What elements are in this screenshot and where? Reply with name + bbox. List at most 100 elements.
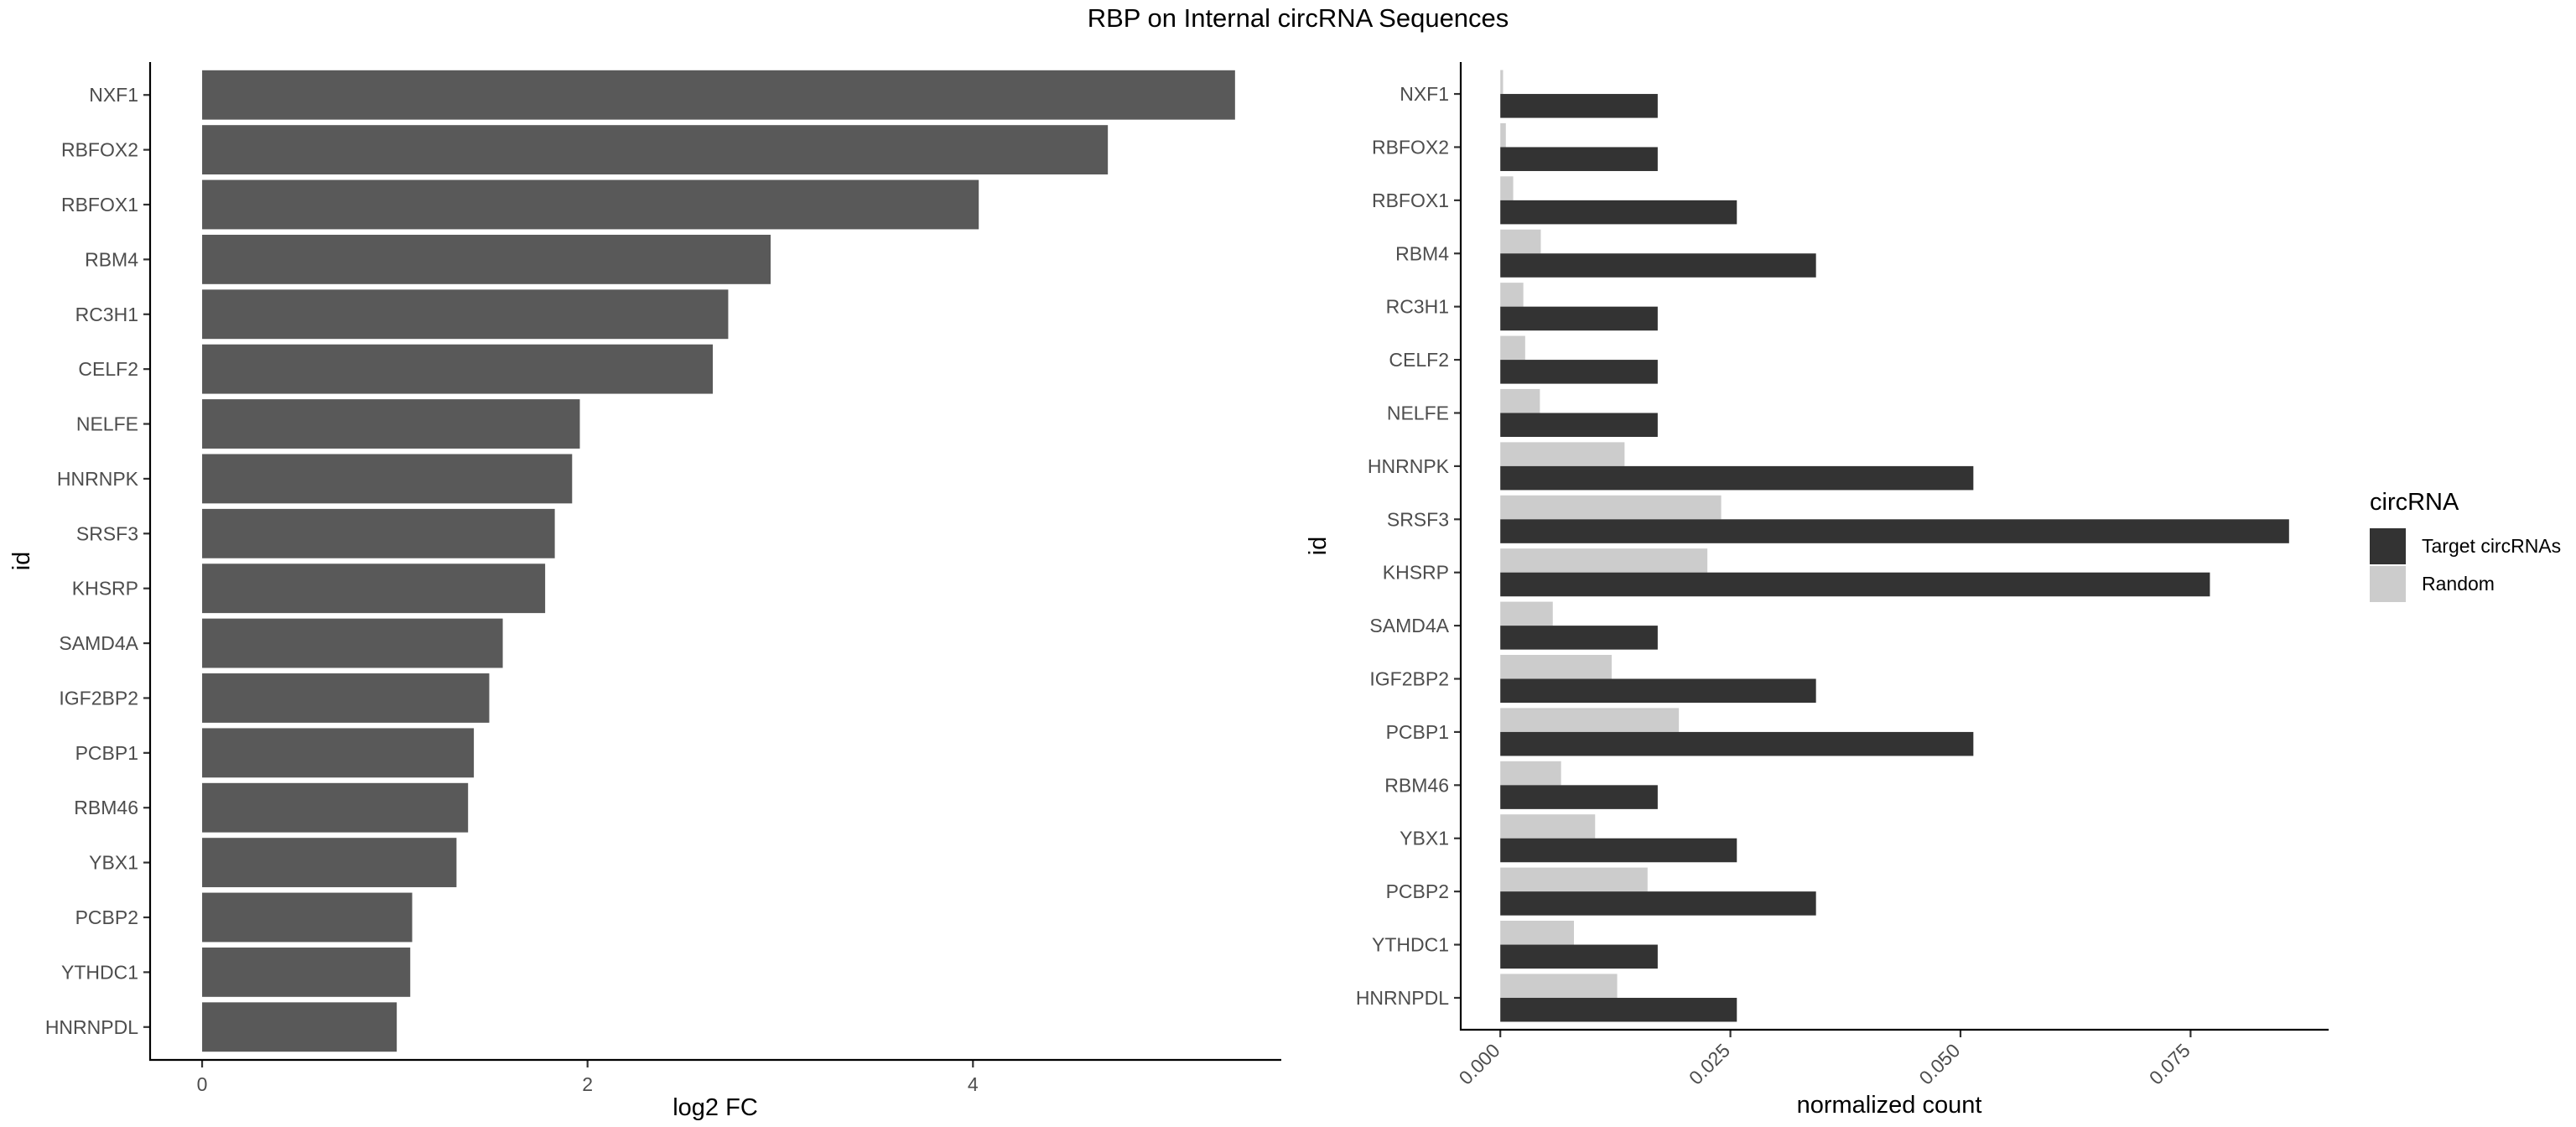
y-tick-label: IGF2BP2 bbox=[1369, 668, 1449, 690]
bar bbox=[202, 1002, 397, 1052]
bar bbox=[202, 125, 1109, 175]
legend-label: Random bbox=[2422, 573, 2495, 595]
y-tick-label: IGF2BP2 bbox=[59, 687, 138, 709]
bar-target bbox=[1500, 253, 1816, 278]
bar-random bbox=[1500, 335, 1525, 361]
bar bbox=[202, 728, 475, 778]
log2fc-panel: NXF1 RBFOX2 RBFOX1 RBM4 RC3H1 CELF2 NELFE HNRNP… bbox=[8, 62, 1281, 1121]
bar bbox=[202, 892, 413, 943]
y-tick-label: PCBP2 bbox=[1386, 880, 1449, 902]
y-axis-title: id bbox=[8, 552, 35, 571]
bar bbox=[202, 508, 555, 558]
bar-random bbox=[1500, 867, 1648, 892]
bar-random bbox=[1500, 176, 1514, 200]
legend-title: circRNA bbox=[2370, 489, 2459, 516]
y-tick-label: RC3H1 bbox=[75, 304, 138, 325]
y-tick-label: RBFOX2 bbox=[1372, 136, 1449, 158]
bar-random bbox=[1500, 601, 1553, 626]
bar-random bbox=[1500, 283, 1524, 307]
y-tick-label: SRSF3 bbox=[76, 522, 138, 544]
x-tick-label: 0.025 bbox=[1685, 1039, 1734, 1088]
bar-random bbox=[1500, 495, 1722, 520]
bar bbox=[202, 947, 411, 997]
y-tick-label: NELFE bbox=[1387, 402, 1449, 423]
x-axis-title: log2 FC bbox=[673, 1094, 758, 1121]
bar-target bbox=[1500, 785, 1658, 809]
bar-target bbox=[1500, 838, 1737, 863]
bar-target bbox=[1500, 626, 1658, 650]
y-tick-label: RBFOX1 bbox=[1372, 190, 1449, 211]
y-tick-label: RC3H1 bbox=[1386, 296, 1449, 318]
bar-random bbox=[1500, 921, 1574, 945]
y-tick-label: NELFE bbox=[76, 413, 138, 435]
y-tick-label: HNRNPDL bbox=[45, 1016, 138, 1038]
y-tick-label: PCBP2 bbox=[75, 906, 138, 928]
legend-swatch bbox=[2370, 528, 2406, 564]
y-tick-label: RBM4 bbox=[85, 248, 138, 270]
bar bbox=[202, 70, 1235, 120]
bar-random bbox=[1500, 974, 1618, 998]
y-tick-label: HNRNPK bbox=[57, 468, 139, 490]
bar-target bbox=[1500, 572, 2210, 597]
bar bbox=[202, 234, 771, 284]
y-tick-label: HNRNPK bbox=[1368, 455, 1450, 477]
x-tick-label: 2 bbox=[582, 1073, 593, 1095]
bar bbox=[202, 179, 979, 230]
y-tick-label: CELF2 bbox=[78, 358, 138, 380]
bar-target bbox=[1500, 731, 1974, 756]
bar bbox=[202, 289, 729, 340]
bar-random bbox=[1500, 388, 1540, 413]
x-tick-label: 0 bbox=[197, 1073, 208, 1095]
bar-target bbox=[1500, 891, 1816, 916]
x-tick-label: 0.000 bbox=[1455, 1039, 1504, 1088]
y-tick-label: HNRNPDL bbox=[1356, 987, 1449, 1009]
y-tick-label: SAMD4A bbox=[1369, 615, 1449, 636]
y-tick-label: PCBP1 bbox=[75, 742, 138, 764]
y-tick-label: YBX1 bbox=[89, 852, 138, 874]
bar-random bbox=[1500, 814, 1596, 839]
bar bbox=[202, 782, 469, 833]
y-tick-label: NXF1 bbox=[1400, 83, 1449, 105]
y-tick-label: RBFOX1 bbox=[61, 194, 138, 216]
bar-target bbox=[1500, 306, 1658, 331]
bar-target bbox=[1500, 678, 1816, 704]
legend: circRNA Target circRNAs Random bbox=[2370, 489, 2561, 602]
y-tick-label: RBM46 bbox=[1384, 774, 1449, 796]
bar bbox=[202, 838, 457, 888]
bar-random bbox=[1500, 548, 1708, 573]
bar-target bbox=[1500, 94, 1658, 118]
x-tick-label: 0.050 bbox=[1914, 1039, 1964, 1088]
y-tick-label: RBFOX2 bbox=[61, 139, 138, 161]
bar-target bbox=[1500, 413, 1658, 438]
y-axis-title: id bbox=[1305, 537, 1332, 556]
bar-random bbox=[1500, 70, 1504, 95]
legend-swatch bbox=[2370, 566, 2406, 602]
y-tick-label: YTHDC1 bbox=[61, 961, 138, 983]
bar bbox=[202, 399, 580, 449]
bar-random bbox=[1500, 122, 1506, 148]
y-tick-label: RBM4 bbox=[1395, 242, 1449, 264]
bar-random bbox=[1500, 708, 1680, 732]
bar-target bbox=[1500, 997, 1737, 1022]
y-tick-label: RBM46 bbox=[74, 797, 138, 818]
y-tick-label: SRSF3 bbox=[1387, 508, 1449, 530]
x-tick-label: 0.075 bbox=[2145, 1039, 2194, 1088]
chart-title: RBP on Internal circRNA Sequences bbox=[1088, 3, 1509, 33]
legend-label: Target circRNAs bbox=[2422, 535, 2561, 557]
bar-random bbox=[1500, 229, 1541, 254]
bar-random bbox=[1500, 761, 1561, 786]
x-tick-label: 4 bbox=[968, 1073, 979, 1095]
bar-target bbox=[1500, 360, 1658, 384]
y-tick-label: NXF1 bbox=[89, 84, 138, 106]
bar-random bbox=[1500, 442, 1625, 466]
y-tick-label: KHSRP bbox=[1383, 562, 1449, 584]
y-tick-label: SAMD4A bbox=[59, 632, 138, 654]
y-tick-label: YTHDC1 bbox=[1372, 934, 1449, 956]
bar bbox=[202, 618, 503, 668]
bar bbox=[202, 564, 546, 614]
y-tick-label: KHSRP bbox=[72, 578, 138, 600]
y-tick-label: YBX1 bbox=[1400, 828, 1449, 849]
bar-target bbox=[1500, 147, 1658, 171]
y-tick-label: PCBP1 bbox=[1386, 721, 1449, 743]
